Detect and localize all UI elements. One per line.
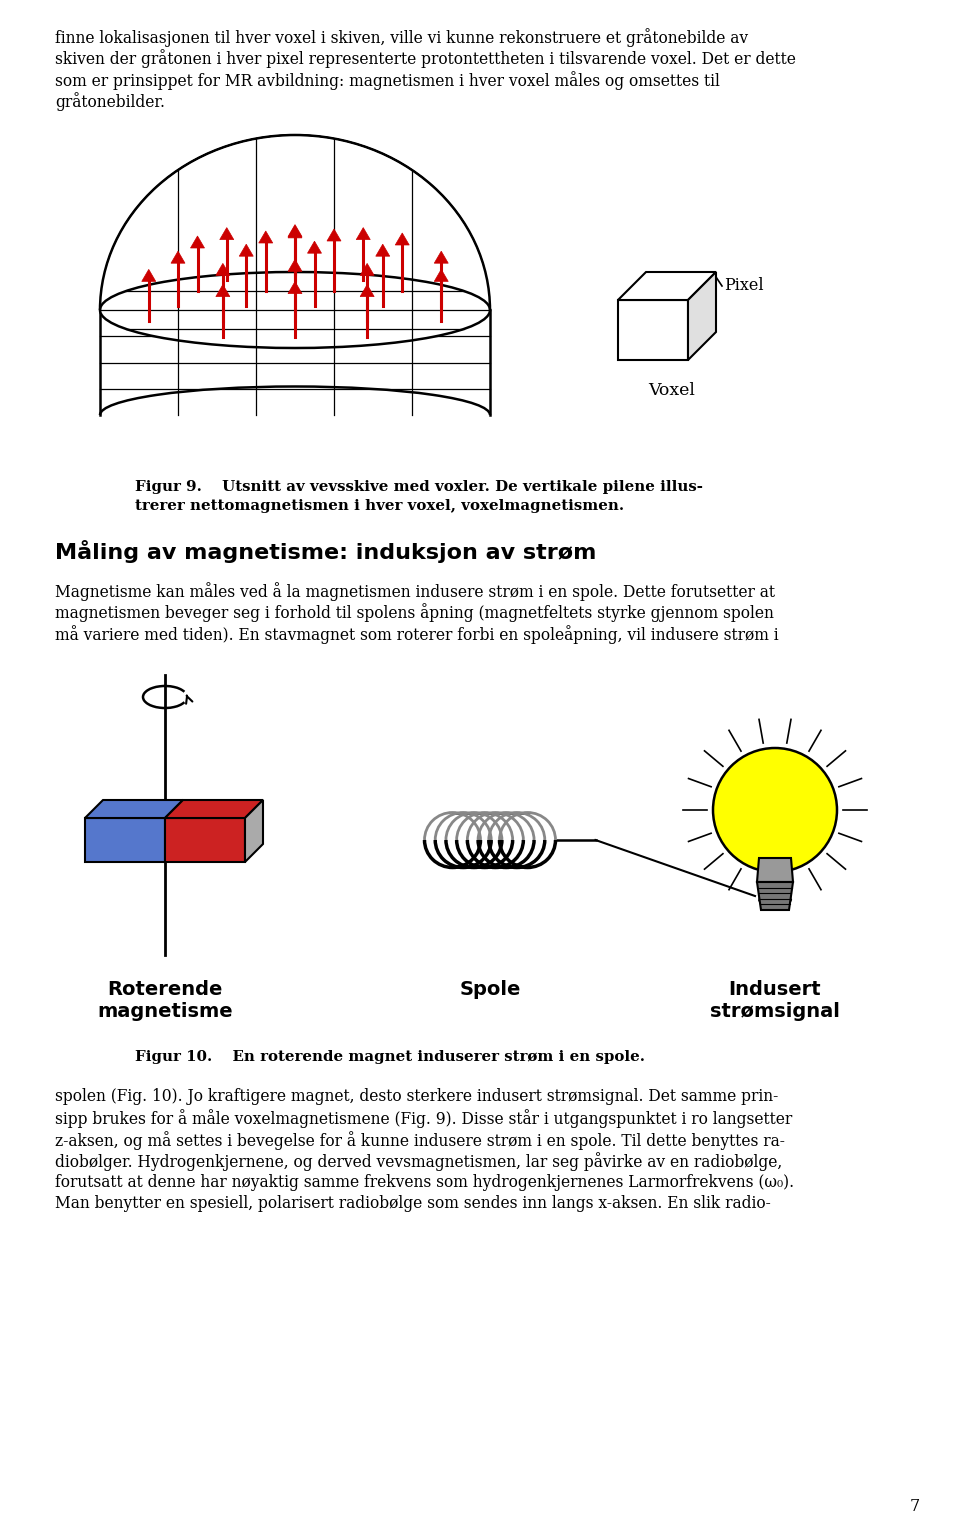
Polygon shape (259, 231, 273, 243)
Polygon shape (171, 251, 185, 263)
Polygon shape (375, 244, 390, 257)
Text: Måling av magnetisme: induksjon av strøm: Måling av magnetisme: induksjon av strøm (55, 539, 596, 563)
Text: gråtonebilder.: gråtonebilder. (55, 92, 165, 111)
Text: Indusert
strømsignal: Indusert strømsignal (710, 981, 840, 1021)
Polygon shape (165, 818, 245, 862)
Polygon shape (220, 227, 233, 240)
Polygon shape (85, 818, 165, 862)
Polygon shape (396, 234, 409, 244)
Polygon shape (307, 241, 322, 254)
Polygon shape (288, 226, 302, 238)
Polygon shape (618, 272, 716, 300)
Polygon shape (434, 251, 448, 263)
Text: trerer nettomagnetismen i hver voxel, voxelmagnetismen.: trerer nettomagnetismen i hver voxel, vo… (135, 500, 624, 513)
Text: Pixel: Pixel (724, 278, 763, 295)
Text: Magnetisme kan måles ved å la magnetismen indusere strøm i en spole. Dette forut: Magnetisme kan måles ved å la magnetisme… (55, 583, 775, 601)
Polygon shape (239, 244, 253, 257)
Polygon shape (288, 281, 302, 294)
Text: spolen (Fig. 10). Jo kraftigere magnet, desto sterkere indusert strømsignal. Det: spolen (Fig. 10). Jo kraftigere magnet, … (55, 1088, 779, 1105)
Text: sipp brukes for å måle voxelmagnetismene (Fig. 9). Disse står i utgangspunktet i: sipp brukes for å måle voxelmagnetismene… (55, 1110, 792, 1128)
Text: Voxel: Voxel (649, 383, 695, 400)
Polygon shape (216, 284, 229, 297)
Polygon shape (356, 227, 371, 240)
Text: Man benytter en spesiell, polarisert radiobølge som sendes inn langs x-aksen. En: Man benytter en spesiell, polarisert rad… (55, 1196, 771, 1213)
Polygon shape (142, 269, 156, 281)
Polygon shape (85, 799, 183, 818)
Polygon shape (360, 284, 374, 297)
Circle shape (713, 749, 837, 871)
Polygon shape (288, 260, 302, 272)
Text: som er prinsippet for MR avbildning: magnetismen i hver voxel måles og omsettes : som er prinsippet for MR avbildning: mag… (55, 71, 720, 89)
Polygon shape (757, 882, 793, 910)
Text: finne lokalisasjonen til hver voxel i skiven, ville vi kunne rekonstruere et grå: finne lokalisasjonen til hver voxel i sk… (55, 28, 748, 48)
Text: forutsatt at denne har nøyaktig samme frekvens som hydrogenkjernenes Larmorfrekv: forutsatt at denne har nøyaktig samme fr… (55, 1174, 794, 1191)
Polygon shape (618, 300, 688, 360)
Text: z-aksen, og må settes i bevegelse for å kunne indusere strøm i en spole. Til det: z-aksen, og må settes i bevegelse for å … (55, 1131, 785, 1150)
Polygon shape (360, 263, 374, 275)
Text: magnetismen beveger seg i forhold til spolens åpning (magnetfeltets styrke gjenn: magnetismen beveger seg i forhold til sp… (55, 604, 774, 622)
Text: skiven der gråtonen i hver pixel representerte protontettheten i tilsvarende vox: skiven der gråtonen i hver pixel represe… (55, 49, 796, 69)
Polygon shape (100, 310, 490, 415)
Polygon shape (688, 272, 716, 360)
Text: Figur 10.  En roterende magnet induserer strøm i en spole.: Figur 10. En roterende magnet induserer … (135, 1050, 645, 1064)
Text: diobølger. Hydrogenkjernene, og derved vevsmagnetismen, lar seg påvirke av en ra: diobølger. Hydrogenkjernene, og derved v… (55, 1153, 782, 1171)
Text: må variere med tiden). En stavmagnet som roterer forbi en spoleåpning, vil indus: må variere med tiden). En stavmagnet som… (55, 626, 779, 644)
Ellipse shape (100, 386, 490, 444)
Polygon shape (245, 799, 263, 862)
Text: Figur 9.  Utsnitt av vevsskive med voxler. De vertikale pilene illus-: Figur 9. Utsnitt av vevsskive med voxler… (135, 480, 703, 493)
Polygon shape (327, 229, 341, 241)
Text: Spole: Spole (459, 981, 520, 999)
Polygon shape (434, 269, 448, 281)
Polygon shape (216, 263, 229, 275)
Polygon shape (757, 858, 793, 882)
Polygon shape (190, 237, 204, 247)
Text: Roterende
magnetisme: Roterende magnetisme (97, 981, 233, 1021)
Polygon shape (288, 224, 302, 237)
Text: 7: 7 (910, 1499, 920, 1515)
Ellipse shape (100, 272, 490, 347)
Polygon shape (165, 799, 263, 818)
